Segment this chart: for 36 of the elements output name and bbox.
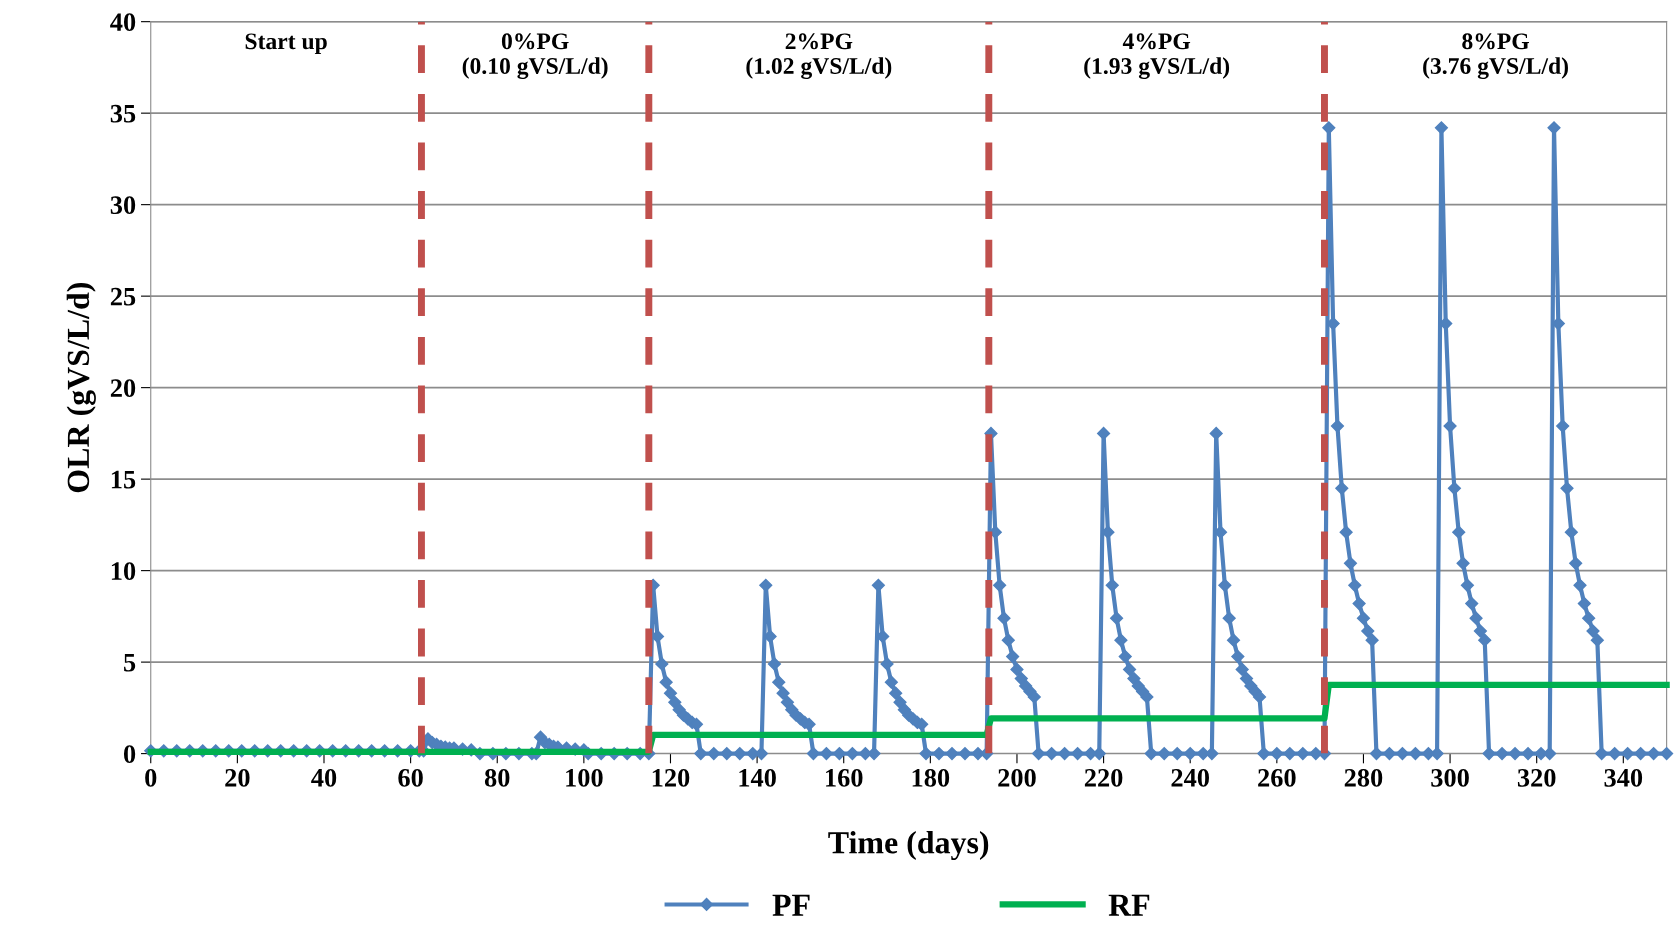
annotation: 0%PG (0.10 gVS/L/d) bbox=[462, 33, 608, 79]
x-tick-label: 40 bbox=[311, 768, 337, 787]
y-tick-label: 25 bbox=[110, 287, 136, 306]
y-axis-title: OLR (gVS/L/d) bbox=[66, 282, 96, 493]
x-tick-label: 340 bbox=[1604, 768, 1643, 787]
y-tick-label: 0 bbox=[123, 745, 136, 764]
y-tick-label: 35 bbox=[110, 104, 136, 123]
x-tick-label: 0 bbox=[145, 768, 157, 787]
x-tick-label: 20 bbox=[225, 768, 250, 787]
x-tick-label: 100 bbox=[566, 768, 603, 787]
annotation: 8%PG (3.76 gVS/L/d) bbox=[1423, 33, 1568, 79]
x-tick-label: 300 bbox=[1431, 768, 1469, 787]
annotation: 2%PG (1.02 gVS/L/d) bbox=[746, 33, 892, 79]
x-tick-label: 260 bbox=[1258, 768, 1296, 787]
x-tick-label: 160 bbox=[826, 768, 863, 787]
y-tick-label: 30 bbox=[110, 196, 136, 215]
x-tick-label: 60 bbox=[398, 768, 423, 787]
x-tick-label: 120 bbox=[652, 768, 690, 787]
annotation: Start up bbox=[245, 33, 327, 55]
legend-label: PF bbox=[772, 894, 810, 916]
x-tick-label: 320 bbox=[1517, 768, 1556, 787]
y-tick-label: 10 bbox=[111, 562, 136, 581]
x-tick-label: 280 bbox=[1344, 768, 1383, 787]
x-tick-label: 140 bbox=[739, 768, 776, 787]
x-tick-label: 180 bbox=[912, 768, 950, 787]
x-tick-label: 80 bbox=[484, 768, 510, 787]
legend-label: RF bbox=[1108, 894, 1150, 916]
x-axis-title: Time (days) bbox=[828, 831, 989, 861]
x-tick-label: 240 bbox=[1171, 768, 1209, 787]
x-tick-label: 220 bbox=[1084, 768, 1123, 787]
y-tick-label: 20 bbox=[110, 379, 136, 398]
y-tick-label: 15 bbox=[111, 470, 136, 489]
y-tick-label: 5 bbox=[124, 653, 136, 672]
annotation: 4%PG (1.93 gVS/L/d) bbox=[1084, 33, 1230, 79]
y-tick-label: 40 bbox=[110, 13, 136, 32]
x-tick-label: 200 bbox=[998, 768, 1036, 787]
